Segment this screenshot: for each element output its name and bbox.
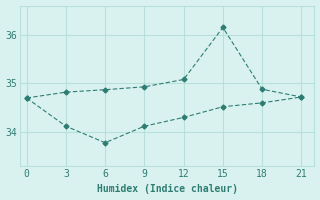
X-axis label: Humidex (Indice chaleur): Humidex (Indice chaleur) [97, 184, 238, 194]
